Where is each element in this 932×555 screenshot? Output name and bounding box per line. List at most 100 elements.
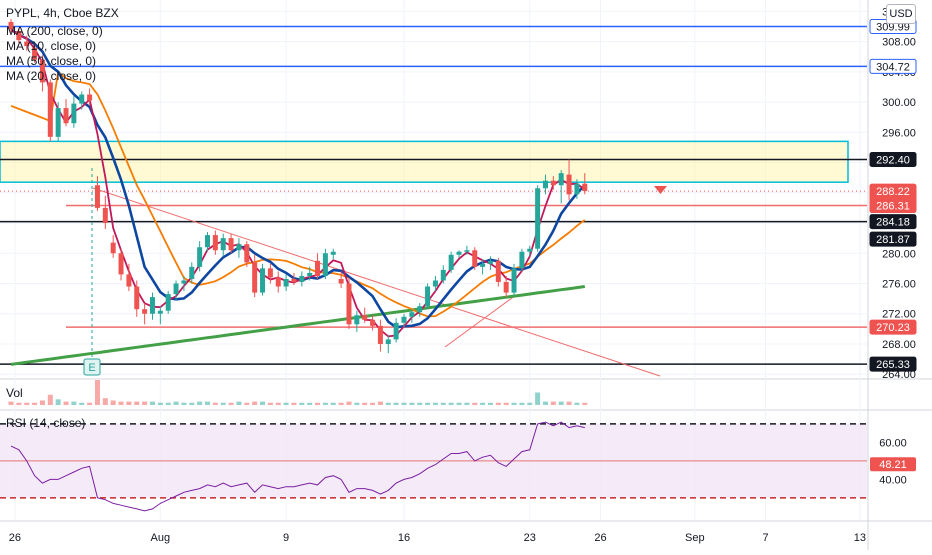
candle-body[interactable] — [291, 278, 297, 282]
volume-bar — [362, 402, 368, 405]
candle-body[interactable] — [181, 280, 187, 284]
candle-body[interactable] — [417, 306, 423, 313]
volume-bar — [385, 402, 391, 405]
candle-body[interactable] — [283, 278, 289, 287]
candle-body[interactable] — [79, 94, 85, 104]
volume-bar — [432, 402, 438, 405]
candle-body[interactable] — [535, 188, 541, 249]
candle-body[interactable] — [542, 180, 548, 189]
candle-body[interactable] — [503, 281, 509, 293]
candle-body[interactable] — [362, 315, 368, 320]
candle-body[interactable] — [102, 207, 108, 224]
candle-body[interactable] — [440, 269, 446, 281]
price-tick-label: 296.00 — [882, 127, 916, 139]
candle-body[interactable] — [205, 235, 210, 248]
candle-body[interactable] — [260, 268, 266, 293]
candle-body[interactable] — [393, 322, 399, 340]
candle-body[interactable] — [550, 180, 556, 186]
legend-volume[interactable]: Vol — [6, 386, 23, 400]
candle-body[interactable] — [558, 173, 564, 186]
candle-body[interactable] — [189, 266, 195, 279]
down-arrow-icon — [654, 186, 667, 194]
candle-body[interactable] — [87, 94, 93, 101]
candle-body[interactable] — [456, 251, 462, 255]
legend-ma10[interactable]: MA (10, close, 0) — [6, 39, 97, 53]
candle-body[interactable] — [267, 268, 273, 278]
candle-body[interactable] — [110, 242, 116, 254]
candle-body[interactable] — [574, 183, 580, 195]
candle-body[interactable] — [299, 275, 305, 282]
candle-body[interactable] — [425, 286, 431, 307]
candle-body[interactable] — [24, 41, 30, 47]
candle-body[interactable] — [47, 82, 53, 137]
price-label: 284.18 — [876, 217, 910, 229]
candle-body[interactable] — [275, 277, 281, 287]
price-label-box — [869, 152, 917, 168]
candle-body[interactable] — [134, 286, 140, 310]
candle-body[interactable] — [244, 244, 250, 263]
legend-ma50[interactable]: MA (50, close, 0) — [6, 54, 97, 68]
candle-body[interactable] — [354, 315, 360, 325]
volume-bar — [535, 392, 541, 405]
price-label: 281.87 — [876, 234, 910, 246]
candle-body[interactable] — [71, 103, 77, 124]
candle-body[interactable] — [385, 339, 391, 344]
candle-body[interactable] — [527, 248, 533, 252]
legend-ma200[interactable]: MA (200, close, 0) — [6, 24, 103, 38]
candle-body[interactable] — [464, 250, 470, 252]
candle-body[interactable] — [157, 310, 163, 314]
candle-body[interactable] — [220, 238, 226, 251]
candle-body[interactable] — [173, 283, 179, 295]
candle-body[interactable] — [322, 253, 328, 276]
candle-body[interactable] — [487, 260, 493, 264]
volume-bar — [63, 401, 69, 405]
earnings-marker[interactable]: E — [83, 358, 101, 376]
candle-body[interactable] — [228, 238, 234, 251]
candle-body[interactable] — [16, 30, 22, 41]
candle-body[interactable] — [346, 283, 352, 325]
candle-body[interactable] — [252, 262, 258, 293]
candle-body[interactable] — [55, 108, 61, 137]
candle-body[interactable] — [409, 312, 415, 317]
candle-body[interactable] — [511, 268, 517, 293]
price-label: 288.22 — [876, 186, 910, 198]
candle-body[interactable] — [582, 183, 588, 192]
candle-body[interactable] — [401, 316, 407, 323]
legend-rsi[interactable]: RSI (14, close) — [6, 416, 86, 430]
volume-bar — [542, 401, 548, 405]
candle-body[interactable] — [63, 108, 69, 124]
candle-body[interactable] — [432, 280, 438, 287]
legend-ma20[interactable]: MA (20, close, 0) — [6, 69, 97, 83]
candle-body[interactable] — [338, 278, 344, 284]
candle-body[interactable] — [149, 297, 155, 314]
price-label: 270.23 — [876, 322, 910, 334]
candle-body[interactable] — [472, 250, 478, 267]
candle-body[interactable] — [39, 59, 45, 83]
candle-body[interactable] — [236, 244, 242, 251]
candle-body[interactable] — [165, 294, 171, 311]
candle-body[interactable] — [197, 247, 203, 267]
candle-body[interactable] — [519, 251, 525, 269]
candle-body[interactable] — [370, 319, 376, 326]
volume-bar — [291, 402, 297, 405]
candle-body[interactable] — [8, 21, 14, 30]
candle-body[interactable] — [307, 272, 313, 276]
candle-body[interactable] — [377, 325, 383, 344]
candle-body[interactable] — [118, 253, 124, 275]
candle-body[interactable] — [566, 174, 572, 195]
candle-body[interactable] — [32, 47, 38, 60]
currency-badge[interactable]: USD — [886, 4, 916, 24]
candle-body[interactable] — [480, 263, 486, 267]
volume-bar — [205, 401, 210, 405]
volume-bar — [338, 402, 344, 405]
candle-body[interactable] — [94, 185, 100, 208]
candle-body[interactable] — [448, 254, 454, 270]
candle-body[interactable] — [495, 260, 501, 282]
candle-body[interactable] — [315, 260, 321, 276]
candle-body[interactable] — [126, 274, 132, 287]
candle-body[interactable] — [212, 235, 218, 251]
candle-body[interactable] — [330, 251, 336, 255]
candle-body[interactable] — [142, 309, 148, 314]
